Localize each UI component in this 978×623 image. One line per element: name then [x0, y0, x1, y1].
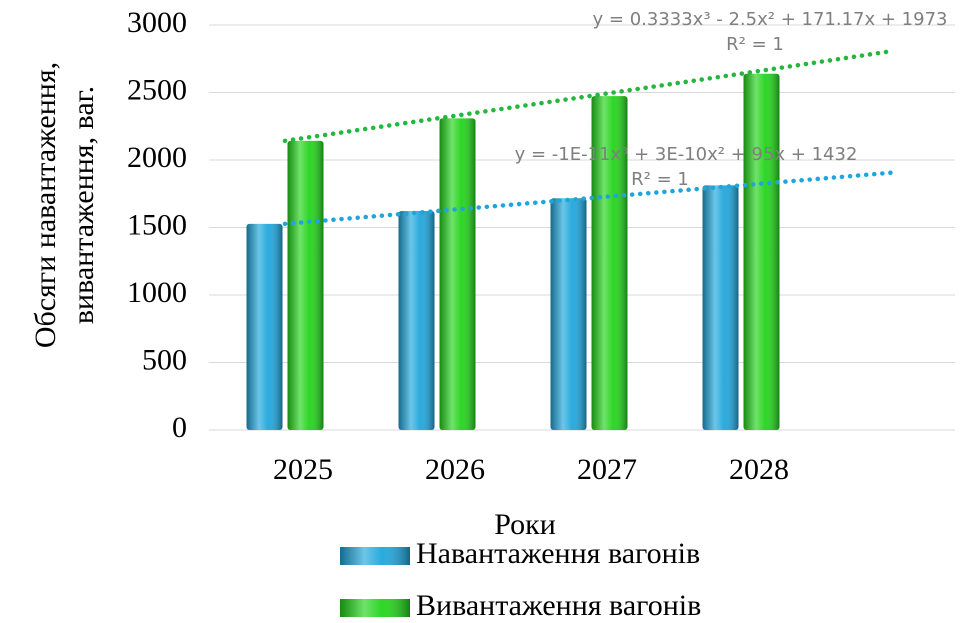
bar — [246, 223, 283, 430]
y-axis-title: вивантаження, ваг. — [67, 86, 100, 324]
bar — [398, 211, 435, 430]
trendline-r2: R² = 1 — [726, 34, 784, 55]
x-tick-label: 2026 — [425, 453, 485, 486]
y-tick-label: 3000 — [127, 6, 187, 39]
y-tick-label: 1500 — [127, 208, 187, 241]
y-tick-label: 1000 — [127, 276, 187, 309]
y-tick-label: 2000 — [127, 141, 187, 174]
trendline-r2: R² = 1 — [631, 169, 689, 190]
legend-label: Навантаження вагонів — [416, 537, 700, 570]
legend-swatch-shine — [340, 599, 410, 617]
x-axis-title: Роки — [494, 508, 556, 541]
y-tick-label: 500 — [142, 343, 187, 376]
bar — [743, 73, 780, 431]
bar — [287, 140, 324, 430]
bar — [702, 185, 739, 430]
trendline — [282, 48, 896, 144]
x-tick-label: 2025 — [273, 453, 333, 486]
trendline — [282, 170, 896, 227]
legend-swatch-shine — [340, 547, 410, 565]
trendline-equation: y = 0.3333x³ - 2.5x² + 171.17x + 1973 — [593, 9, 948, 30]
y-tick-label: 2500 — [127, 73, 187, 106]
x-tick-label: 2027 — [577, 453, 637, 486]
bar — [439, 118, 476, 431]
x-tick-label: 2028 — [729, 453, 789, 486]
legend-label: Вивантаження вагонів — [416, 589, 701, 622]
y-axis-title: Обсяги навантаження, — [29, 62, 62, 348]
bar — [550, 198, 587, 430]
trendline-equation: y = -1E-11x³ + 3E-10x² + 95x + 1432 — [515, 144, 858, 165]
y-tick-label: 0 — [172, 411, 187, 444]
